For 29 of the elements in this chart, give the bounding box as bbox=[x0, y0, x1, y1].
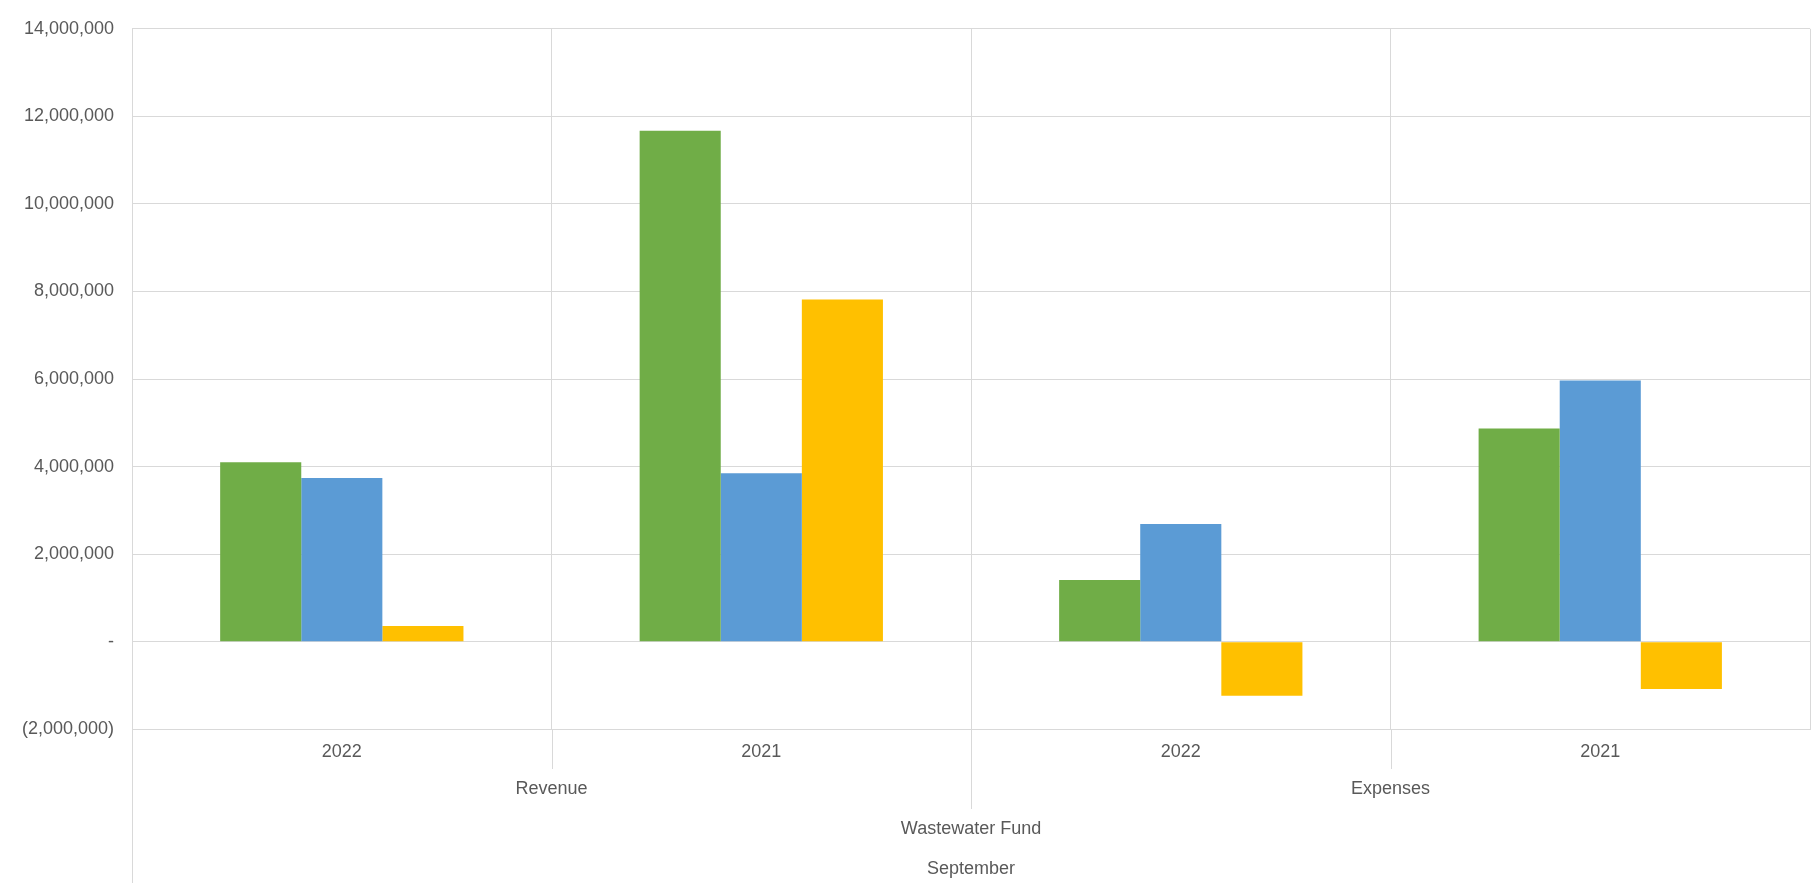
bar bbox=[1221, 642, 1303, 696]
bar bbox=[220, 462, 302, 642]
x-tick-label: 2022 bbox=[321, 741, 362, 762]
y-tick-label: - bbox=[108, 630, 115, 651]
text: Wastewater Fund bbox=[900, 818, 1042, 839]
text: Revenue bbox=[515, 778, 588, 799]
bar bbox=[1559, 380, 1641, 642]
bar bbox=[1059, 580, 1141, 642]
bar bbox=[801, 299, 883, 642]
y-tick-label: 4,000,000 bbox=[33, 455, 115, 476]
bar bbox=[639, 130, 721, 642]
y-tick-label: 6,000,000 bbox=[33, 368, 115, 389]
bar bbox=[1478, 428, 1560, 642]
y-tick-label: 14,000,000 bbox=[23, 17, 115, 38]
y-tick-label: 2,000,000 bbox=[33, 543, 115, 564]
bar bbox=[1140, 524, 1222, 642]
x-tick-label: 2022 bbox=[1160, 741, 1201, 762]
y-tick-label: 12,000,000 bbox=[23, 105, 115, 126]
bar bbox=[1640, 642, 1722, 690]
y-tick-label: 8,000,000 bbox=[33, 280, 115, 301]
x-tick-label: 2021 bbox=[741, 741, 782, 762]
bar bbox=[301, 478, 383, 642]
text: Expenses bbox=[1350, 778, 1431, 799]
bar bbox=[382, 626, 464, 642]
y-tick-label: 10,000,000 bbox=[23, 192, 115, 213]
bar bbox=[720, 473, 802, 642]
y-tick-label: (2,000,000) bbox=[21, 718, 115, 739]
x-tick-label: 2021 bbox=[1580, 741, 1621, 762]
text: September bbox=[927, 858, 1016, 879]
